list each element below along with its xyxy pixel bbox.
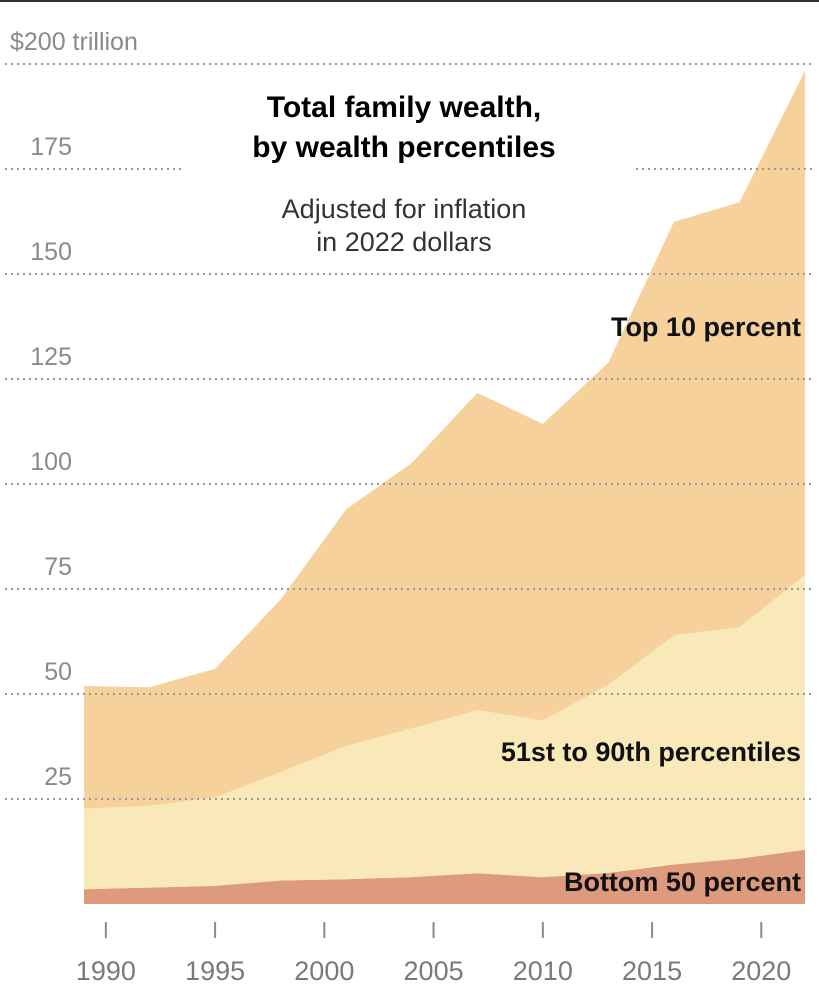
- chart-subtitle-line: in 2022 dollars: [316, 227, 492, 257]
- series-label-3: Top 10 percent: [611, 312, 801, 342]
- y-tick-label: 125: [30, 343, 72, 371]
- area-series-3: [84, 70, 805, 809]
- series-label-2: 51st to 90th percentiles: [501, 737, 801, 767]
- x-tick-label: 2010: [513, 956, 573, 986]
- x-tick-label: 2015: [622, 956, 682, 986]
- area-layer: [84, 70, 805, 904]
- chart-title-block: Total family wealth, by wealth percentile…: [252, 91, 555, 257]
- series-label-1: Bottom 50 percent: [564, 867, 801, 897]
- y-axis-ticks: $200 trillion 175 150 125 100 75 50 25: [10, 28, 138, 791]
- x-tick-label: 1990: [76, 956, 136, 986]
- y-tick-label: 75: [44, 553, 72, 581]
- x-tick-label: 1995: [185, 956, 245, 986]
- x-tick-label: 2000: [294, 956, 354, 986]
- y-tick-label: 50: [44, 658, 72, 686]
- y-tick-label: 25: [44, 763, 72, 791]
- grid-layer: [5, 63, 812, 800]
- chart-title-line: by wealth percentiles: [252, 131, 555, 164]
- area-series-2: [84, 574, 805, 890]
- y-tick-label: 175: [30, 133, 72, 161]
- y-tick-label: $200 trillion: [10, 28, 138, 56]
- x-tick-label: 2020: [731, 956, 791, 986]
- y-tick-label: 150: [30, 238, 72, 266]
- series-labels: Bottom 50 percent 51st to 90th percentile…: [501, 312, 801, 897]
- x-axis: 1990 1995 2000 2005 2010 2015 2020: [76, 922, 791, 986]
- chart-subtitle-line: Adjusted for inflation: [282, 194, 527, 224]
- area-series-1: [84, 849, 805, 904]
- top-rule: [0, 0, 819, 2]
- y-tick-label: 100: [30, 448, 72, 476]
- chart-title-line: Total family wealth,: [267, 91, 542, 124]
- x-tick-label: 2005: [404, 956, 464, 986]
